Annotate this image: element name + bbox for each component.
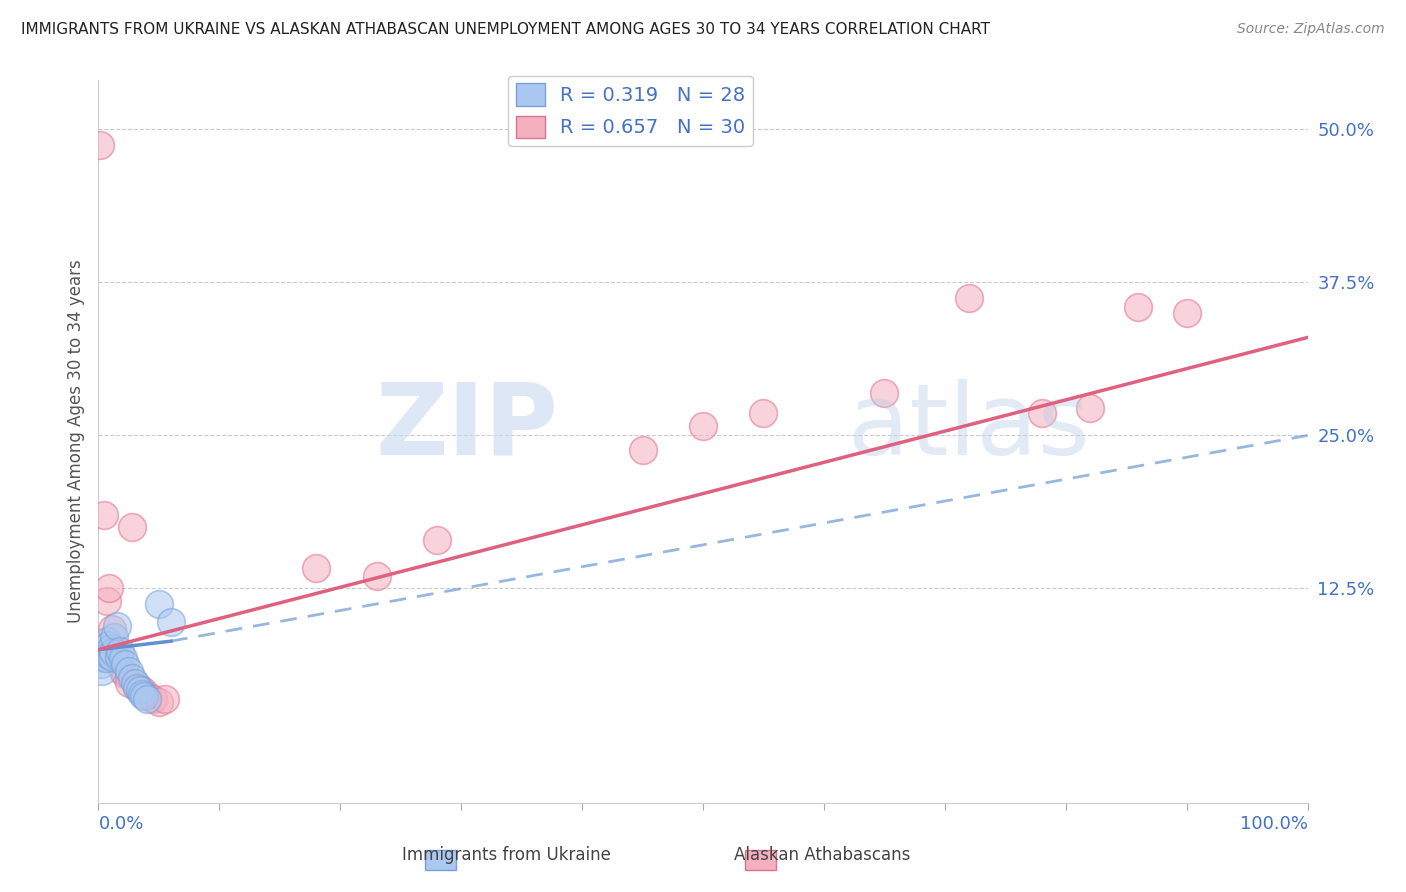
Text: ZIP: ZIP xyxy=(375,378,558,475)
Point xyxy=(100,650,122,665)
Point xyxy=(101,645,124,659)
Point xyxy=(153,691,176,706)
Point xyxy=(1031,406,1053,420)
Point xyxy=(100,622,122,636)
Point xyxy=(100,641,122,656)
Point xyxy=(366,569,388,583)
Point xyxy=(957,291,980,305)
Legend: R = 0.319   N = 28, R = 0.657   N = 30: R = 0.319 N = 28, R = 0.657 N = 30 xyxy=(508,76,754,145)
Point xyxy=(98,648,121,662)
Point xyxy=(105,651,128,665)
Point xyxy=(108,644,131,658)
Point xyxy=(121,520,143,534)
Point xyxy=(96,634,118,648)
Point xyxy=(96,593,118,607)
Point xyxy=(105,619,128,633)
Point xyxy=(91,664,114,678)
Point xyxy=(631,443,654,458)
Point xyxy=(752,406,775,420)
Point xyxy=(111,664,134,678)
Point xyxy=(134,690,156,704)
Text: Alaskan Athabascans: Alaskan Athabascans xyxy=(734,846,911,863)
Point xyxy=(89,651,111,665)
Text: Immigrants from Ukraine: Immigrants from Ukraine xyxy=(402,846,610,863)
Point xyxy=(118,675,141,690)
Point xyxy=(148,695,170,709)
Point xyxy=(160,615,183,629)
Point xyxy=(127,680,149,694)
Point xyxy=(127,681,149,695)
Point xyxy=(148,598,170,612)
Point xyxy=(118,664,141,678)
Point xyxy=(91,642,114,657)
Point xyxy=(135,688,157,702)
Point xyxy=(114,667,136,681)
Point xyxy=(97,638,120,652)
Point xyxy=(128,683,150,698)
Point xyxy=(121,671,143,685)
Point xyxy=(873,385,896,400)
Point xyxy=(108,657,131,672)
Point xyxy=(305,560,328,574)
Point xyxy=(1078,401,1101,416)
Y-axis label: Unemployment Among Ages 30 to 34 years: Unemployment Among Ages 30 to 34 years xyxy=(66,260,84,624)
Point xyxy=(98,582,121,596)
Point xyxy=(108,650,131,665)
Text: atlas: atlas xyxy=(848,378,1090,475)
Point xyxy=(692,418,714,433)
Text: Source: ZipAtlas.com: Source: ZipAtlas.com xyxy=(1237,22,1385,37)
Point xyxy=(93,508,115,522)
Point xyxy=(131,683,153,698)
Point xyxy=(90,657,112,672)
Point xyxy=(89,138,111,153)
Point xyxy=(94,651,117,665)
Point xyxy=(114,657,136,672)
Point xyxy=(93,647,115,661)
Text: 100.0%: 100.0% xyxy=(1240,815,1308,833)
Point xyxy=(103,642,125,657)
Point xyxy=(142,691,165,706)
Point xyxy=(426,533,449,547)
Point xyxy=(111,651,134,665)
Point xyxy=(1128,300,1150,314)
Point xyxy=(131,687,153,701)
Point xyxy=(135,691,157,706)
Point xyxy=(103,631,125,645)
Text: IMMIGRANTS FROM UKRAINE VS ALASKAN ATHABASCAN UNEMPLOYMENT AMONG AGES 30 TO 34 Y: IMMIGRANTS FROM UKRAINE VS ALASKAN ATHAB… xyxy=(21,22,990,37)
Point xyxy=(1175,306,1198,320)
Text: 0.0%: 0.0% xyxy=(98,815,143,833)
Point xyxy=(124,675,146,690)
